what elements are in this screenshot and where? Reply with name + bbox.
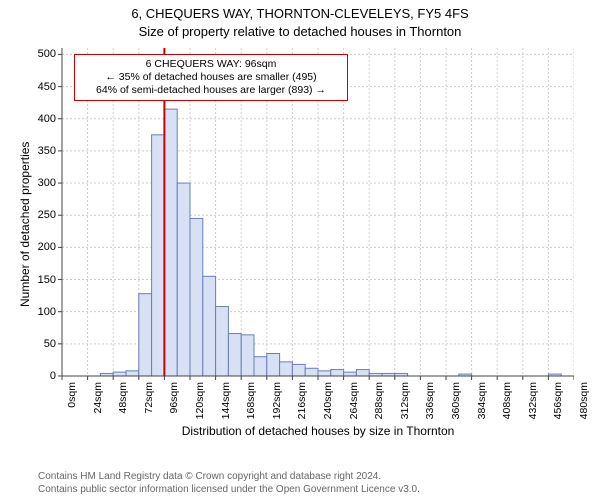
histogram-bar [190,218,203,376]
chart-title: 6, CHEQUERS WAY, THORNTON-CLEVELEYS, FY5… [0,6,600,21]
highlight-infobox: 6 CHEQUERS WAY: 96sqm ← 35% of detached … [74,54,348,101]
x-tick-label: 216sqm [296,382,308,419]
x-tick-label: 432sqm [527,382,539,419]
attribution-footer: Contains HM Land Registry data © Crown c… [38,471,420,496]
y-tick-label: 350 [28,145,56,157]
x-tick-label: 336sqm [424,382,436,419]
x-tick-label: 264sqm [348,382,360,419]
y-tick-label: 0 [28,370,56,382]
footer-line-1: Contains HM Land Registry data © Crown c… [38,471,420,484]
y-tick-label: 200 [28,241,56,253]
y-tick-label: 300 [28,177,56,189]
x-tick-label: 24sqm [92,382,104,414]
histogram-bar [254,357,267,376]
histogram-bar [356,370,369,376]
histogram-bar [331,370,344,376]
infobox-line-3: 64% of semi-detached houses are larger (… [81,84,341,97]
y-tick-label: 400 [28,113,56,125]
histogram-bar [164,109,177,376]
y-tick-label: 100 [28,306,56,318]
y-tick-label: 50 [28,338,56,350]
histogram-bar [152,135,165,376]
histogram-bar [267,353,280,376]
infobox-line-2: ← 35% of detached houses are smaller (49… [81,71,341,84]
histogram-bar [177,183,190,376]
x-axis-label: Distribution of detached houses by size … [62,424,574,438]
infobox-line-1: 6 CHEQUERS WAY: 96sqm [81,58,341,71]
y-tick-label: 500 [28,48,56,60]
footer-line-2: Contains public sector information licen… [38,484,420,497]
y-tick-label: 450 [28,81,56,93]
histogram-bar [216,307,229,376]
x-tick-label: 456sqm [552,382,564,419]
x-tick-label: 192sqm [271,382,283,419]
x-tick-label: 144sqm [220,382,232,419]
histogram-bar [280,362,293,376]
y-tick-label: 150 [28,274,56,286]
histogram-bar [344,372,357,376]
histogram-bar [228,334,241,376]
histogram-bar [305,368,318,376]
x-tick-label: 288sqm [373,382,385,419]
histogram-bar [241,335,254,376]
x-tick-label: 0sqm [66,382,78,408]
x-tick-label: 384sqm [476,382,488,419]
x-tick-label: 480sqm [578,382,590,419]
histogram-bar [126,371,139,376]
x-tick-label: 312sqm [399,382,411,419]
histogram-bar [203,276,216,376]
x-tick-label: 168sqm [245,382,257,419]
x-tick-label: 120sqm [194,382,206,419]
x-tick-label: 96sqm [168,382,180,414]
y-tick-label: 250 [28,209,56,221]
x-tick-label: 72sqm [143,382,155,414]
histogram-bar [139,294,152,376]
x-tick-label: 48sqm [117,382,129,414]
histogram-bar [113,372,126,376]
x-tick-label: 240sqm [322,382,334,419]
x-tick-label: 408sqm [501,382,513,419]
chart-subtitle: Size of property relative to detached ho… [0,24,600,39]
x-tick-label: 360sqm [450,382,462,419]
chart-container: 6, CHEQUERS WAY, THORNTON-CLEVELEYS, FY5… [0,0,600,500]
histogram-bar [318,371,331,376]
histogram-bar [292,364,305,376]
